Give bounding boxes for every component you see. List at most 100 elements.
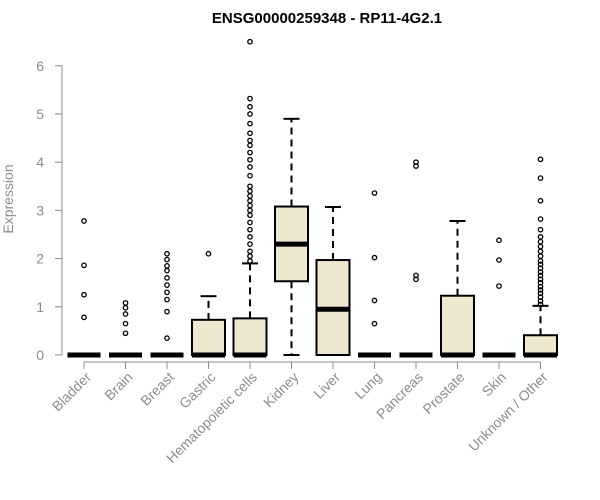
box-group xyxy=(399,159,433,358)
outlier-point xyxy=(496,257,502,263)
outlier-point xyxy=(164,262,170,269)
outlier-point xyxy=(164,250,170,257)
outlier-point xyxy=(537,287,544,293)
outlier-point xyxy=(122,311,129,317)
outlier-point xyxy=(247,248,253,255)
x-tick-label: Kidney xyxy=(260,369,302,411)
outlier-point xyxy=(164,282,170,288)
outlier-point xyxy=(247,207,253,214)
outlier-point xyxy=(247,188,253,194)
y-axis-label: Expression xyxy=(0,164,16,233)
outlier-point xyxy=(537,243,544,250)
outlier-point xyxy=(247,156,253,163)
box-group xyxy=(523,156,558,358)
x-tick-label: Skin xyxy=(479,369,510,400)
outlier-point xyxy=(81,291,87,298)
outlier-point xyxy=(247,120,253,127)
outlier-point xyxy=(164,335,170,341)
outlier-point xyxy=(537,238,544,245)
outlier-point xyxy=(247,142,253,149)
box-group xyxy=(358,190,391,358)
box xyxy=(440,294,475,356)
outlier-point xyxy=(537,156,544,163)
outlier-point xyxy=(164,308,170,315)
box xyxy=(232,317,268,357)
outlier-point xyxy=(247,103,253,110)
outlier-point xyxy=(537,290,544,297)
y-tick-label: 5 xyxy=(36,106,44,122)
box-series xyxy=(67,38,558,358)
outlier-point xyxy=(247,202,253,209)
outlier-point xyxy=(247,164,253,170)
outlier-point xyxy=(164,289,170,296)
outlier-point xyxy=(122,330,129,337)
outlier-point xyxy=(537,197,544,204)
outlier-point xyxy=(164,256,170,263)
outlier-point xyxy=(122,300,129,306)
outlier-point xyxy=(413,272,419,279)
outlier-point xyxy=(247,219,253,226)
x-tick-label: Prostate xyxy=(419,369,467,417)
outlier-point xyxy=(247,172,253,179)
outlier-point xyxy=(247,197,253,204)
box-group xyxy=(315,206,351,356)
x-tick-label: Lung xyxy=(351,369,384,402)
x-tick-label: Bladder xyxy=(49,369,95,415)
outlier-point xyxy=(537,234,544,240)
y-tick-label: 1 xyxy=(36,299,44,315)
outlier-point xyxy=(164,275,170,281)
outlier-point xyxy=(496,283,502,289)
box-group xyxy=(232,38,268,358)
box-group xyxy=(191,250,226,358)
outlier-point xyxy=(371,254,378,261)
outlier-point xyxy=(537,248,544,255)
outlier-point xyxy=(537,226,544,233)
outlier-point xyxy=(247,241,253,247)
outlier-point xyxy=(247,111,253,117)
box-group xyxy=(150,250,184,358)
x-tick-label: Breast xyxy=(137,369,177,409)
outlier-point xyxy=(247,95,253,102)
outlier-point xyxy=(247,183,253,190)
y-tick-label: 0 xyxy=(36,347,44,363)
outlier-point xyxy=(537,301,544,308)
outlier-point xyxy=(247,149,253,156)
y-axis: 0 1 2 3 4 5 6 xyxy=(36,58,63,363)
outlier-point xyxy=(537,272,544,279)
outlier-point xyxy=(371,320,378,327)
outlier-point xyxy=(81,262,87,269)
box xyxy=(191,318,226,356)
outlier-point xyxy=(205,250,212,257)
y-tick-label: 3 xyxy=(36,202,44,218)
outlier-point xyxy=(247,137,253,144)
x-tick-label: Unknown / Other xyxy=(465,369,551,455)
outlier-point xyxy=(247,38,253,45)
outlier-point xyxy=(164,296,170,303)
outlier-point xyxy=(537,279,544,286)
outlier-point xyxy=(247,226,253,233)
outlier-point xyxy=(247,212,253,219)
outlier-point xyxy=(537,261,544,268)
outlier-point xyxy=(247,234,253,240)
y-tick-label: 6 xyxy=(36,58,44,74)
box-group xyxy=(482,237,516,358)
outlier-point xyxy=(81,314,87,321)
outlier-point xyxy=(537,216,544,222)
outlier-point xyxy=(371,297,378,304)
box-group xyxy=(274,117,309,356)
box-group xyxy=(67,218,101,358)
y-tick-label: 4 xyxy=(36,154,44,170)
box-group xyxy=(440,220,475,358)
outlier-point xyxy=(81,218,87,224)
x-tick-label: Brain xyxy=(101,369,135,403)
outlier-point xyxy=(496,237,502,244)
box xyxy=(523,334,558,357)
outlier-point xyxy=(164,267,170,274)
outlier-point xyxy=(122,304,129,311)
outlier-point xyxy=(371,190,378,196)
outlier-point xyxy=(537,175,544,181)
outlier-point xyxy=(122,320,129,327)
y-tick-label: 2 xyxy=(36,251,44,267)
